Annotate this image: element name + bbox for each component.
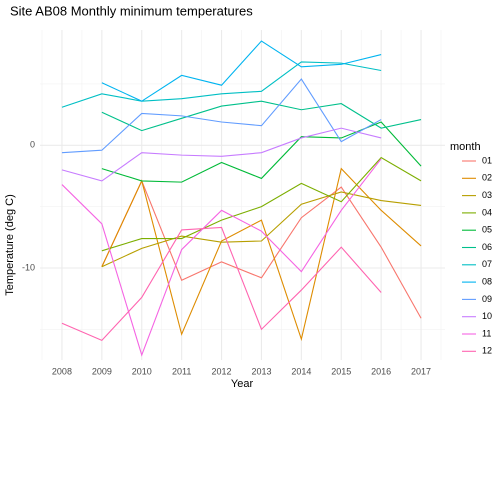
legend-label: 07 xyxy=(482,259,492,269)
legend-label: 04 xyxy=(482,207,492,217)
x-tick-label: 2013 xyxy=(251,366,271,376)
series-line xyxy=(61,78,382,154)
x-tick-label: 2008 xyxy=(52,366,72,376)
x-tick-label: 2017 xyxy=(411,366,431,376)
y-tick-label: 0 xyxy=(30,140,35,150)
series-line xyxy=(101,100,422,132)
y-tick-label: -10 xyxy=(22,262,35,272)
x-tick-label: 2012 xyxy=(212,366,232,376)
x-tick-label: 2010 xyxy=(132,366,152,376)
legend-label: 03 xyxy=(482,190,492,200)
series-line xyxy=(61,158,382,357)
x-tick-label: 2014 xyxy=(291,366,311,376)
chart-title: Site AB08 Monthly minimum temperatures xyxy=(10,3,253,18)
x-tick-label: 2009 xyxy=(92,366,112,376)
legend-label: 05 xyxy=(482,225,492,235)
series-line xyxy=(61,127,382,182)
series-line xyxy=(101,40,382,102)
legend-label: 09 xyxy=(482,294,492,304)
legend-title: month xyxy=(450,141,481,153)
x-axis-title: Year xyxy=(231,378,254,390)
series-line xyxy=(101,156,422,252)
legend-label: 12 xyxy=(482,346,492,356)
legend-label: 02 xyxy=(482,173,492,183)
x-tick-label: 2011 xyxy=(172,366,191,376)
series-line xyxy=(101,167,422,342)
x-tick-label: 2016 xyxy=(371,366,391,376)
series-line xyxy=(61,61,382,108)
legend-label: 11 xyxy=(482,328,491,338)
series-line xyxy=(101,179,422,319)
x-tick-label: 2015 xyxy=(331,366,351,376)
legend-label: 10 xyxy=(482,311,492,321)
series-line xyxy=(61,226,382,342)
legend-label: 01 xyxy=(482,155,492,165)
legend-label: 08 xyxy=(482,276,492,286)
legend-label: 06 xyxy=(482,242,492,252)
y-axis-title: Temperature (deg C) xyxy=(4,194,16,296)
series-line xyxy=(101,191,422,268)
